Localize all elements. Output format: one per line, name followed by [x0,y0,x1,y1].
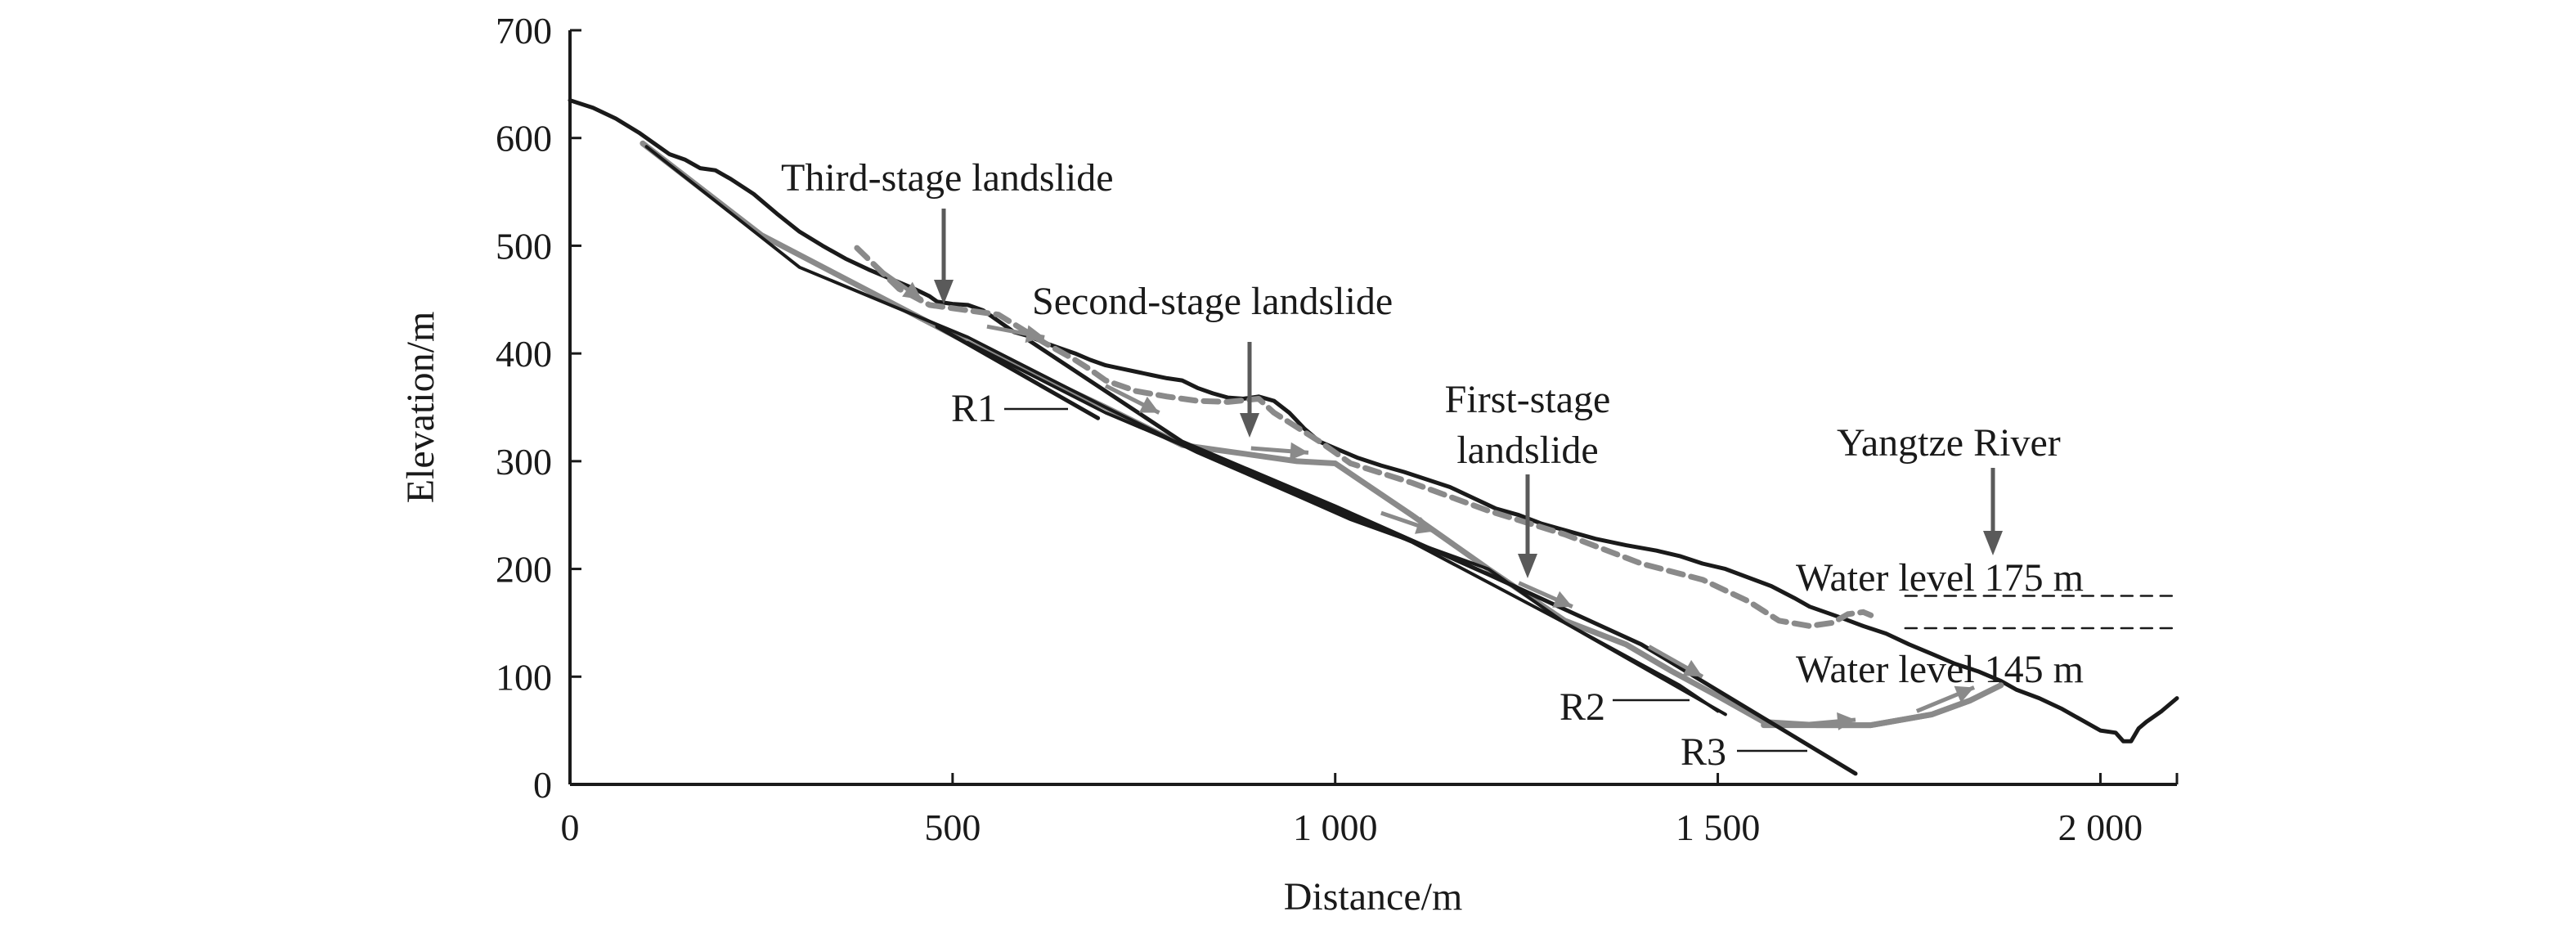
slide-arrow-head [902,281,922,300]
x-tick-label: 500 [924,806,981,848]
slide-arrow-head [1138,396,1160,413]
y-tick-label: 600 [496,118,552,159]
r3-label: R3 [1681,730,1726,774]
third-stage-pointer-head [934,280,954,304]
y-ticks: 0 100 200 300 400 500 600 700 [496,10,581,806]
r1-surface-line [935,324,1101,420]
y-tick-label: 0 [533,764,552,806]
slide-arrow-head [1682,659,1703,677]
annotations: Third-stage landslide Second-stage lands… [781,156,2084,774]
r1-label: R1 [951,387,997,430]
y-tick-label: 100 [496,656,552,698]
r2-label: R2 [1560,685,1605,729]
second-stage-label: Second-stage landslide [1032,280,1393,323]
third-stage-label: Third-stage landslide [781,156,1114,200]
water-level-175-label: Water level 175 m [1796,556,2084,600]
yangtze-river-label: Yangtze River [1837,421,2061,465]
x-tick-label: 2 000 [2058,806,2143,848]
first-stage-label-line2: landslide [1456,429,1598,472]
first-stage-pointer-head [1518,554,1537,578]
slide-arrow-head [1025,325,1045,344]
second-stage-pointer-head [1240,413,1259,438]
slide-arrow-head [1290,442,1308,461]
ground-surface-line [568,98,2179,744]
y-tick-label: 500 [496,225,552,267]
r3-surface-line [1026,338,1858,776]
slide-arrow-head [1415,516,1435,534]
y-tick-label: 200 [496,549,552,591]
y-tick-label: 300 [496,441,552,483]
y-axis-title: Elevation/m [399,312,442,504]
slide-direction-arrows [874,265,1975,730]
x-tick-label: 0 [561,806,580,848]
pointer-arrows [934,209,2003,578]
water-level-145-label: Water level 145 m [1796,648,2084,691]
r2-surface-line [966,341,1727,717]
slide-arrow-head [1954,685,1974,703]
landslide-body-line [640,140,2004,729]
y-tick-label: 700 [496,10,552,52]
first-stage-label-line1: First-stage [1445,378,1611,421]
slide-arrow-head [1552,591,1573,608]
slide-arrow-head [1837,712,1856,730]
y-tick-label: 400 [496,333,552,375]
x-tick-label: 1 000 [1293,806,1378,848]
x-axis-title: Distance/m [1284,875,1463,919]
x-tick-label: 1 500 [1676,806,1761,848]
axes: 0 100 200 300 400 500 600 700 0 500 1 000 1 500 2 0… [496,10,2179,848]
yangtze-river-pointer-head [1983,531,2003,555]
x-ticks: 0 500 1 000 1 500 2 000 [561,773,2179,848]
